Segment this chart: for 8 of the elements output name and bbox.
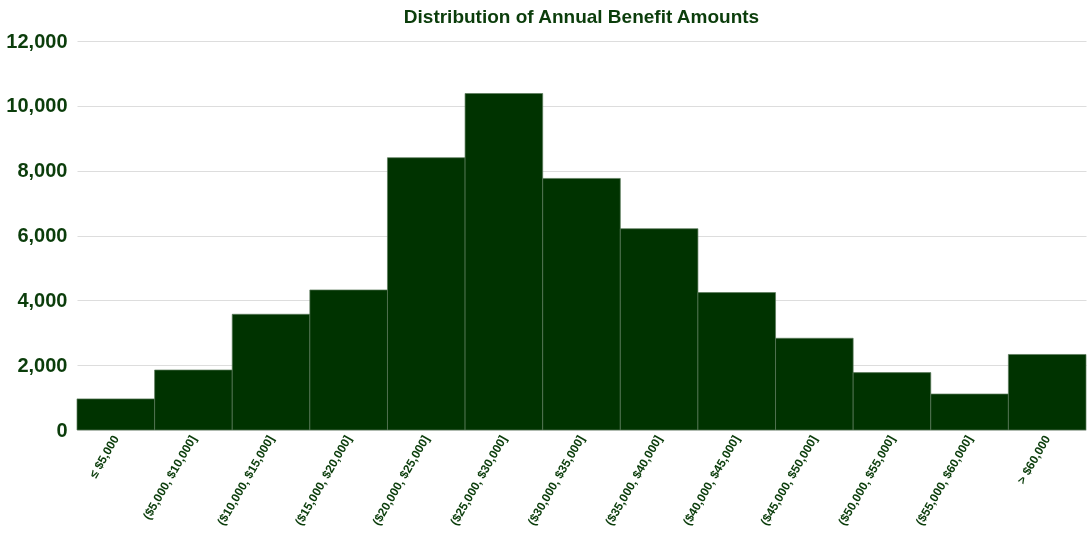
y-tick-label: 0 [56,418,68,441]
y-tick-label: 8,000 [17,159,68,182]
y-tick-label: 4,000 [17,288,68,311]
chart-title: Distribution of Annual Benefit Amounts [403,6,760,27]
y-tick-label: 6,000 [17,224,68,246]
y-tick-label: 2,000 [17,353,68,376]
y-tick-label: 12,000 [6,29,68,52]
y-tick-label: 10,000 [6,94,68,117]
